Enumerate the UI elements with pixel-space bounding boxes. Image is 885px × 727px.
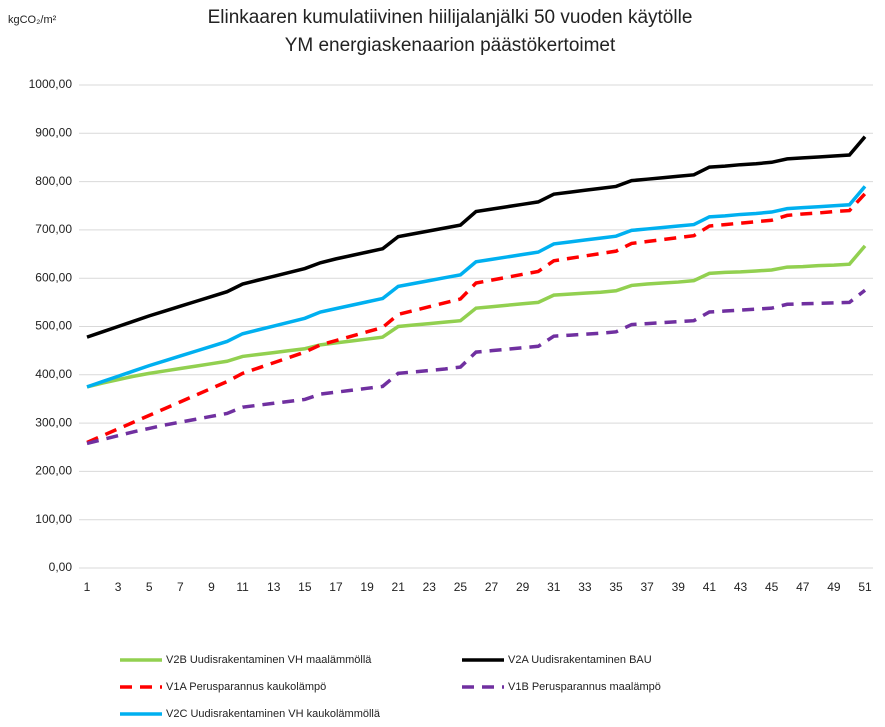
x-tick-label: 29 xyxy=(516,580,530,594)
x-tick-label: 35 xyxy=(609,580,623,594)
x-tick-label: 19 xyxy=(360,580,374,594)
y-tick-label: 100,00 xyxy=(35,512,72,526)
x-tick-label: 31 xyxy=(547,580,561,594)
x-tick-label: 17 xyxy=(329,580,343,594)
x-tick-label: 15 xyxy=(298,580,312,594)
x-tick-label: 51 xyxy=(858,580,872,594)
chart-title: YM energiaskenaarion päästökertoimet xyxy=(285,35,616,56)
series-line xyxy=(86,288,867,446)
legend-label: V2B Uudisrakentaminen VH maalämmöllä xyxy=(166,654,372,666)
x-tick-label: 43 xyxy=(734,580,748,594)
y-tick-label: 600,00 xyxy=(35,270,72,284)
y-axis-label: kgCO₂/m² xyxy=(8,14,57,26)
series-line xyxy=(86,192,867,445)
x-tick-label: 3 xyxy=(115,580,122,594)
x-tick-label: 21 xyxy=(392,580,406,594)
y-tick-label: 700,00 xyxy=(35,222,72,236)
x-tick-label: 27 xyxy=(485,580,499,594)
y-tick-label: 900,00 xyxy=(35,125,72,139)
y-tick-label: 300,00 xyxy=(35,415,72,429)
x-tick-label: 23 xyxy=(423,580,437,594)
legend-label: V2C Uudisrakentaminen VH kaukolämmöllä xyxy=(166,708,381,720)
x-tick-label: 7 xyxy=(177,580,184,594)
chart-title: Elinkaaren kumulatiivinen hiilijalanjälk… xyxy=(208,7,693,28)
series-line xyxy=(86,185,867,389)
y-tick-label: 800,00 xyxy=(35,174,72,188)
x-tick-label: 25 xyxy=(454,580,468,594)
x-tick-label: 1 xyxy=(84,580,91,594)
x-tick-label: 39 xyxy=(672,580,686,594)
x-tick-label: 11 xyxy=(236,580,249,594)
x-tick-label: 37 xyxy=(640,580,654,594)
legend-label: V2A Uudisrakentaminen BAU xyxy=(508,654,652,666)
x-tick-label: 9 xyxy=(208,580,215,594)
x-tick-label: 47 xyxy=(796,580,810,594)
x-tick-label: 41 xyxy=(703,580,717,594)
y-tick-label: 1000,00 xyxy=(29,77,73,91)
x-tick-label: 13 xyxy=(267,580,281,594)
legend-label: V1A Perusparannus kaukolämpö xyxy=(166,681,326,693)
y-tick-label: 0,00 xyxy=(49,560,73,574)
series-line xyxy=(86,135,867,339)
x-tick-label: 5 xyxy=(146,580,153,594)
legend-label: V1B Perusparannus maalämpö xyxy=(508,681,661,693)
x-tick-label: 33 xyxy=(578,580,592,594)
y-tick-label: 500,00 xyxy=(35,319,72,333)
x-tick-label: 49 xyxy=(827,580,841,594)
y-tick-label: 200,00 xyxy=(35,464,72,478)
y-tick-label: 400,00 xyxy=(35,367,72,381)
series-line xyxy=(86,244,867,389)
x-tick-label: 45 xyxy=(765,580,779,594)
